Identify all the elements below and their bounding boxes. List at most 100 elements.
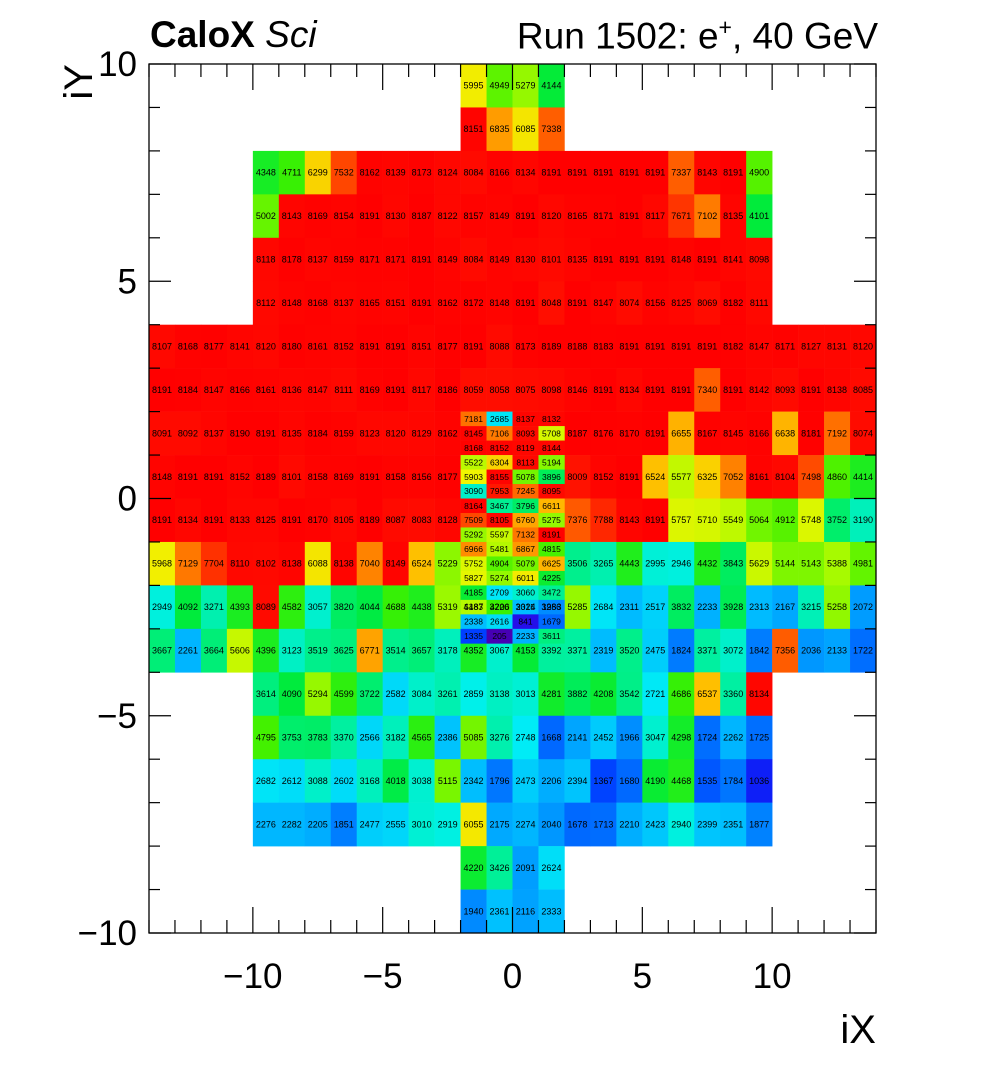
heatmap-cell [226, 628, 254, 673]
cell-value-label: 5748 [801, 515, 821, 525]
heatmap-cell [850, 498, 877, 543]
heatmap-cell [304, 759, 332, 803]
cell-value-label: 5388 [827, 559, 847, 569]
cell-value-label: 4904 [490, 559, 509, 569]
cell-value-label: 8191 [360, 211, 380, 221]
cell-value-label: 8122 [438, 211, 458, 221]
heatmap-cell [408, 194, 435, 239]
heatmap-cell [486, 469, 513, 485]
heatmap-cell [252, 194, 280, 239]
axis-tick-labels: −10 −5 0 5 10 −10 −5 0 5 10 [78, 45, 792, 996]
heatmap-cell [460, 628, 487, 644]
cell-value-label: 8074 [619, 298, 639, 308]
cell-value-label: 8169 [308, 211, 328, 221]
cell-value-label: 8191 [386, 341, 406, 351]
cell-value-label: 3611 [542, 631, 561, 641]
heatmap-cell [746, 585, 773, 630]
cell-value-label: 8173 [412, 168, 432, 178]
heatmap-cell [746, 194, 773, 239]
cell-value-label: 8118 [256, 255, 275, 265]
heatmap-cell [434, 585, 461, 630]
cell-value-label: 8159 [334, 428, 354, 438]
heatmap-cell [850, 368, 877, 412]
cell-value-label: 8101 [282, 472, 302, 482]
heatmap-cell [278, 237, 306, 282]
heatmap-cell [200, 368, 228, 412]
heatmap-cell [356, 498, 383, 543]
heatmap-cell [694, 759, 721, 803]
cell-value-label: 3283 [541, 602, 561, 612]
cell-value-label: 4468 [671, 776, 691, 786]
heatmap-cell [590, 541, 617, 586]
cell-value-label: 8171 [593, 211, 613, 221]
cell-value-label: 1877 [749, 819, 769, 829]
heatmap-cell [512, 411, 539, 427]
cell-value-label: 2116 [516, 906, 535, 916]
cell-value-label: 2475 [645, 646, 665, 656]
heatmap-cell [486, 570, 513, 586]
heatmap-cell [382, 324, 409, 369]
cell-value-label: 8184 [178, 385, 198, 395]
heatmap-cell [642, 759, 669, 803]
heatmap-cell [512, 150, 539, 195]
heatmap-cell [616, 194, 643, 239]
cell-value-label: 3088 [308, 776, 328, 786]
heatmap-cell [382, 628, 409, 673]
cell-value-label: 8123 [360, 428, 380, 438]
cell-value-label: 8085 [853, 385, 873, 395]
heatmap-cell [252, 150, 280, 195]
cell-value-label: 6304 [490, 457, 509, 467]
cell-value-label: 8149 [490, 211, 510, 221]
cell-value-label: 8084 [464, 168, 484, 178]
cell-value-label: 8112 [256, 298, 275, 308]
heatmap-cell [252, 324, 280, 369]
cell-value-label: 5143 [801, 559, 821, 569]
cell-value-label: 4298 [671, 732, 691, 742]
cell-value-label: 4153 [515, 646, 535, 656]
cell-value-label: 8191 [178, 472, 198, 482]
cell-value-label: 8191 [282, 515, 302, 525]
heatmap-cell [538, 599, 565, 615]
heatmap-cell [486, 107, 513, 152]
cell-value-label: 205 [492, 631, 506, 641]
cell-value-label: 3467 [490, 501, 509, 511]
cell-value-label: 7181 [464, 414, 483, 424]
heatmap-cell [434, 150, 461, 195]
heatmap-cell [512, 426, 539, 441]
cell-value-label: 8134 [515, 168, 535, 178]
cell-value-label: 8120 [853, 341, 873, 351]
heatmap-cell [149, 585, 176, 630]
heatmap-cell [746, 759, 773, 803]
heatmap-cells [149, 64, 877, 934]
cell-value-label: 6966 [464, 544, 483, 554]
heatmap-cell [460, 469, 487, 485]
cell-value-label: 2721 [645, 689, 665, 699]
heatmap-cell [512, 585, 539, 601]
heatmap-cell [408, 498, 435, 543]
cell-value-label: 2394 [567, 776, 587, 786]
x-tick-label: 0 [503, 957, 522, 996]
heatmap-cell [642, 628, 669, 673]
cell-value-label: 8169 [360, 385, 380, 395]
heatmap-cell [278, 628, 306, 673]
heatmap-cell [668, 759, 695, 803]
heatmap-cell [252, 498, 280, 543]
heatmap-cell [746, 672, 773, 717]
heatmap-cell [538, 368, 565, 412]
heatmap-cell [460, 150, 487, 195]
heatmap-cell [538, 411, 565, 427]
heatmap-cell [850, 324, 877, 369]
heatmap-cell [616, 628, 643, 673]
y-tick-label: 10 [98, 45, 137, 84]
cell-value-label: 3276 [490, 732, 510, 742]
heatmap-cell [694, 628, 721, 673]
heatmap-cell [434, 411, 461, 456]
heatmap-cell [720, 324, 747, 369]
cell-value-label: 4348 [256, 168, 276, 178]
heatmap-cell [564, 585, 591, 630]
cell-value-label: 8159 [334, 255, 354, 265]
cell-value-label: 8162 [360, 168, 380, 178]
cell-value-label: 3614 [256, 689, 276, 699]
heatmap-cell [538, 614, 565, 630]
cell-value-label: 5710 [697, 515, 717, 525]
